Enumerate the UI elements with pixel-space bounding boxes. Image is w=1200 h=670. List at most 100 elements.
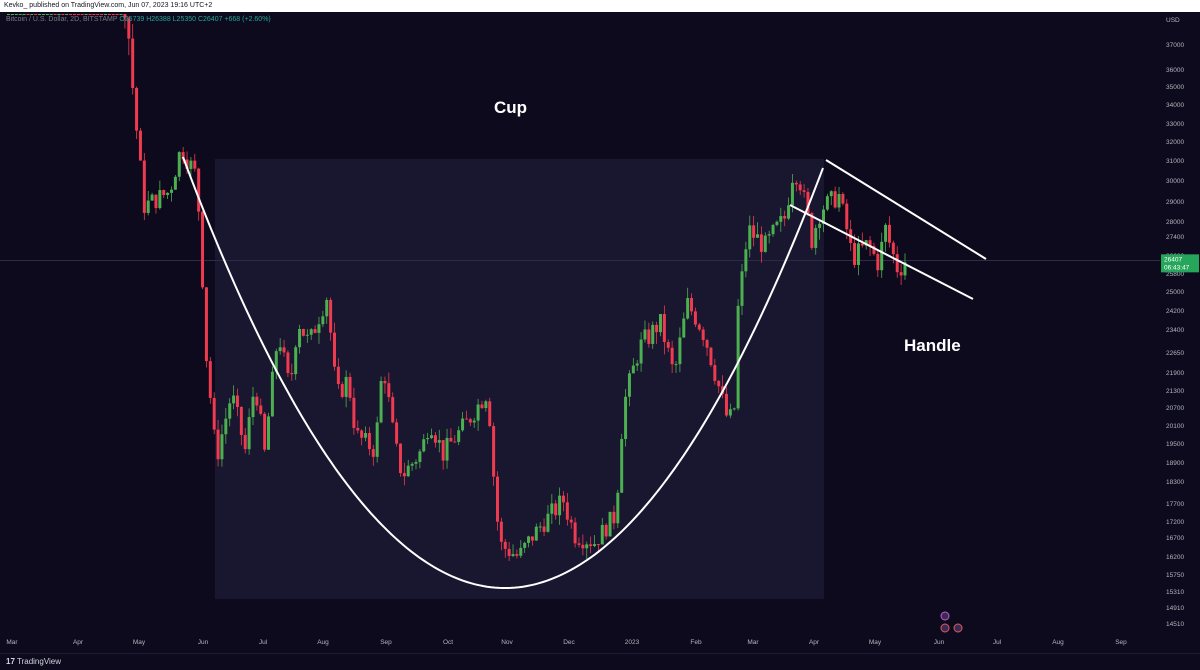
candle-up <box>550 503 554 514</box>
candle-down <box>899 272 903 276</box>
price-tick-label: 14910 <box>1166 605 1184 612</box>
time-tick-label: Jun <box>934 639 945 646</box>
candle-down <box>301 328 305 336</box>
candle-up <box>45 14 49 15</box>
time-tick-label: Mar <box>6 639 18 646</box>
price-tick-label: 22650 <box>1166 350 1184 357</box>
price-tick-label: 16200 <box>1166 554 1184 561</box>
candle-up <box>756 234 760 238</box>
candle-up <box>150 194 154 201</box>
candle-up <box>305 334 309 336</box>
price-tick-label: 16700 <box>1166 535 1184 542</box>
candle-down <box>876 253 880 271</box>
candle-down <box>154 194 158 209</box>
candle-up <box>511 554 515 556</box>
candle-up <box>251 396 255 418</box>
candle-up <box>608 511 612 537</box>
candle-down <box>259 405 263 414</box>
candle-up <box>884 224 888 242</box>
candle-up <box>821 209 825 224</box>
price-tick-label: 34000 <box>1166 102 1184 109</box>
candle-up <box>375 422 379 457</box>
candle-down <box>604 524 608 537</box>
candle-down <box>596 544 600 546</box>
candle-down <box>127 18 131 39</box>
candle-down <box>565 502 569 520</box>
candle-up <box>321 316 325 325</box>
time-tick-label: Aug <box>1052 639 1064 646</box>
time-tick-label: Jul <box>993 639 1002 646</box>
symbol-line: Bitcoin / U.S. Dollar, 2D, BITSTAMP <box>6 16 118 23</box>
price-tick-label: 29000 <box>1166 199 1184 206</box>
price-tick-label: 18900 <box>1166 460 1184 467</box>
candle-down <box>441 440 445 461</box>
candle-down <box>72 14 76 15</box>
price-tick-label: 21900 <box>1166 370 1184 377</box>
candle-down <box>197 168 201 212</box>
candle-up <box>779 216 783 222</box>
candle-up <box>166 192 170 196</box>
candle-up <box>600 524 604 545</box>
candle-down <box>138 130 142 161</box>
candle-down <box>798 184 802 191</box>
candle-up <box>732 408 736 410</box>
candle-up <box>740 271 744 306</box>
candle-up <box>7 14 10 15</box>
price-tick-label: 32000 <box>1166 139 1184 146</box>
time-tick-label: May <box>133 639 146 646</box>
price-tick-label: 30000 <box>1166 178 1184 185</box>
candlestick-chart[interactable]: Cup Handle USD 37000 36000 35000 34000 33000 32… <box>0 12 1200 653</box>
candle-down <box>841 193 845 204</box>
candle-up <box>790 182 794 206</box>
price-tick-label: 20700 <box>1166 405 1184 412</box>
symbol-legend: Bitcoin / U.S. Dollar, 2D, BITSTAMP O257… <box>6 16 271 23</box>
candle-up <box>309 329 313 335</box>
candle-up <box>678 337 682 365</box>
price-axis: USD 37000 36000 35000 34000 33000 32000 31000 30… <box>1161 17 1199 628</box>
candle-up <box>173 176 177 190</box>
candle-down <box>891 242 895 255</box>
candle-up <box>461 418 465 431</box>
price-axis-unit: USD <box>1166 17 1180 24</box>
candle-up <box>406 465 410 477</box>
candle-down <box>115 14 119 15</box>
candle-up <box>682 318 686 338</box>
candle-down <box>895 254 899 273</box>
candle-up <box>267 416 271 450</box>
candle-down <box>131 38 135 88</box>
candle-up <box>864 240 868 246</box>
candle-up <box>620 439 624 493</box>
candle-down <box>666 342 670 348</box>
candle-down <box>833 191 837 208</box>
price-tick-label: 17700 <box>1166 501 1184 508</box>
price-tick-label: 25800 <box>1166 271 1184 278</box>
publish-line: Kevko_ published on TradingView.com, Jun… <box>4 2 213 9</box>
price-tick-label: 35000 <box>1166 84 1184 91</box>
candle-up <box>84 14 88 15</box>
candle-down <box>453 441 457 443</box>
candle-up <box>49 14 53 15</box>
handle-upper-trendline <box>825 159 987 260</box>
candle-up <box>445 437 449 461</box>
candle-up <box>585 544 589 549</box>
candle-down <box>612 511 616 524</box>
candle-down <box>367 433 371 450</box>
time-tick-label: Apr <box>809 639 820 646</box>
candle-down <box>717 380 721 387</box>
candle-up <box>14 14 18 15</box>
candle-down <box>589 544 593 547</box>
candle-down <box>313 329 317 333</box>
time-tick-label: Apr <box>73 639 84 646</box>
candle-down <box>794 182 798 185</box>
candle-up <box>437 440 441 443</box>
candle-up <box>10 14 14 15</box>
candle-up <box>658 314 662 333</box>
candle-up <box>880 241 884 271</box>
candle-down <box>507 548 511 556</box>
candle-down <box>88 14 92 15</box>
candle-up <box>593 544 597 547</box>
candle-up <box>639 339 643 364</box>
candle-down <box>530 536 534 541</box>
candle-down <box>123 14 127 19</box>
candle-up <box>744 249 748 272</box>
